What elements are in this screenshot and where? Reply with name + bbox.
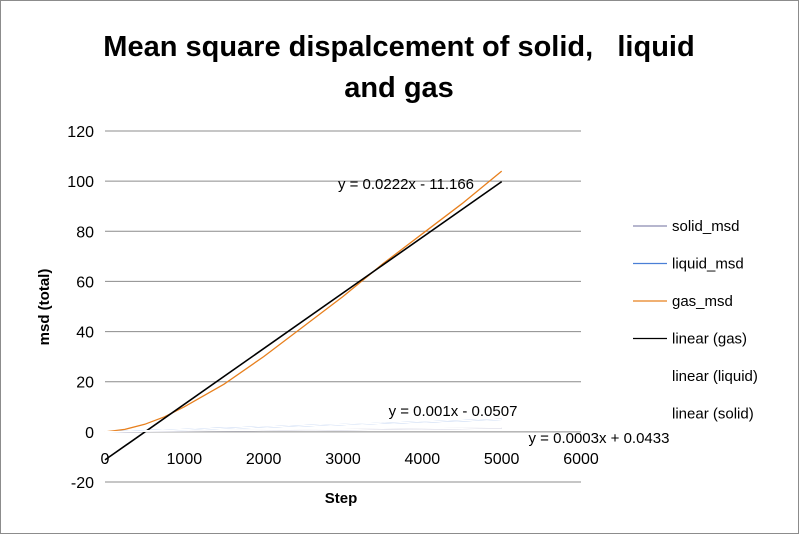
series-line-gas-msd	[104, 170, 503, 433]
y-tick-label: 60	[76, 274, 94, 291]
y-tick-label: 0	[85, 425, 94, 442]
chart-title-line2: and gas	[344, 72, 454, 104]
x-tick-label: 6000	[563, 451, 599, 468]
y-axis-label: msd (total)	[36, 269, 53, 346]
x-tick-label: 2000	[246, 451, 282, 468]
series-line-linear-solid-	[104, 427, 502, 433]
solid-trendline-equation: y = 0.0003x + 0.0433	[529, 430, 670, 447]
gas-trendline-equation: y = 0.0222x - 11.166	[338, 176, 474, 193]
y-tick-label: 120	[67, 124, 94, 141]
x-axis-label: Step	[325, 490, 358, 507]
x-tick-label: 5000	[484, 451, 520, 468]
series-line-linear-gas-	[104, 180, 503, 461]
legend-label: linear (gas)	[672, 331, 747, 348]
legend-label: linear (liquid)	[672, 368, 758, 385]
y-tick-label: 100	[67, 174, 94, 191]
legend-label: gas_msd	[672, 293, 733, 310]
legend-label: linear (solid)	[672, 406, 754, 423]
series-line-linear-liquid-	[104, 418, 502, 433]
y-tick-label: 40	[76, 325, 94, 342]
gridlines	[105, 130, 581, 483]
x-tick-label: 3000	[325, 451, 361, 468]
x-tick-label: 1000	[167, 451, 203, 468]
x-tick-label: 4000	[405, 451, 441, 468]
y-tick-label: 80	[76, 224, 94, 241]
y-tick-labels: -20 0 20 40 60 80 100 120	[67, 124, 94, 492]
chart-title-line1: Mean square dispalcement of solid, liqui…	[103, 31, 694, 63]
series-group	[104, 170, 503, 461]
x-tick-labels: 0 1000 2000 3000 4000 5000 6000	[101, 451, 599, 468]
liquid-trendline-equation: y = 0.001x - 0.0507	[389, 403, 518, 420]
y-tick-label: 20	[76, 375, 94, 392]
legend-label: liquid_msd	[672, 256, 744, 273]
y-tick-label: -20	[71, 475, 94, 492]
legend-label: solid_msd	[672, 218, 740, 235]
